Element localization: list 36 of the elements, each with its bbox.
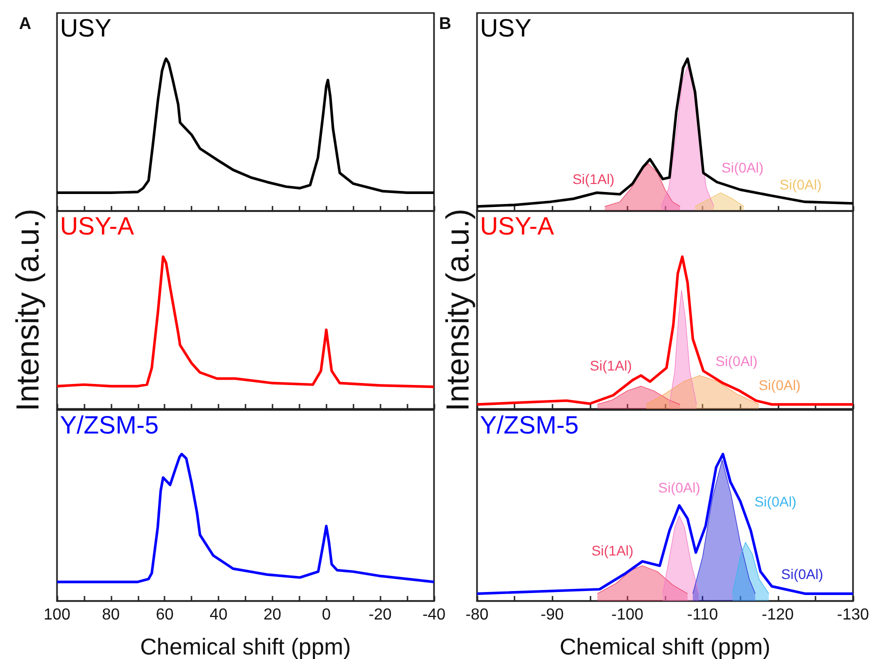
text: USY [60,14,112,42]
series-label: Si(1Al) [590,357,632,374]
text: Si(0Al) [754,493,796,510]
x-tick-label: -130 [836,606,870,624]
y-axis-title: Intensity (a.u.) [440,208,476,412]
x-tick-label: -90 [540,606,564,624]
x-tick-label: -110 [687,606,718,624]
series-label: Si(0Al) [758,377,801,394]
text: Si(0Al) [780,176,822,192]
series-label: Y/ZSM-5 [60,412,159,440]
text: Si(0Al) [658,480,700,496]
y-axis-title: Intensity (a.u.) [10,208,46,412]
series-label: Si(0Al) [722,159,764,176]
x-axis-title: Chemical shift (ppm) [140,634,351,659]
x-axis-title: Chemical shift (ppm) [560,634,770,659]
x-tick-label: -80 [465,606,489,624]
x-tick-label: -20 [368,606,392,624]
text: USY-A [480,212,554,240]
x-tick-label: 60 [156,606,174,624]
series-label: Si(0Al) [716,353,758,370]
text: B [439,14,452,33]
text: USY [480,14,532,42]
series-label: Si(1Al) [591,542,634,559]
x-tick-label: 0 [322,606,331,624]
series-label: Si(1Al) [572,171,614,188]
x-tick-label: -120 [762,606,794,624]
x-tick-label: -100 [611,606,644,624]
x-tick-label: 40 [210,606,228,624]
text: A [19,14,32,33]
x-tick-label: 80 [102,606,120,624]
text: Si(0Al) [781,566,824,582]
series-label: USY-A [60,212,134,240]
x-tick-label: 100 [44,606,70,624]
x-tick-label: 20 [264,606,282,624]
x-tick-label: -40 [422,606,446,624]
text: Y/ZSM-5 [480,412,579,440]
